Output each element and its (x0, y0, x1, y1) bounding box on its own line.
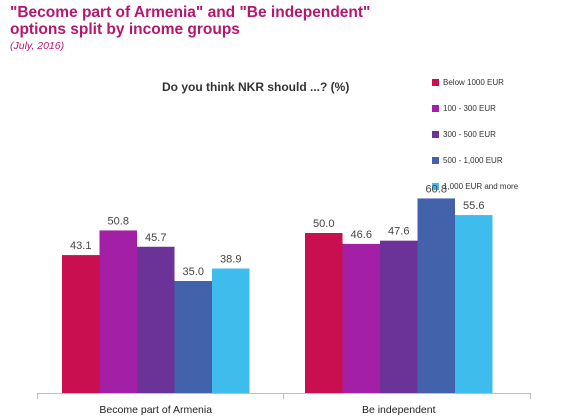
category-label: Be independent (362, 404, 436, 416)
bar-0-2 (137, 246, 175, 393)
bar-value-label: 55.6 (463, 200, 484, 212)
bar-0-0 (62, 255, 100, 393)
legend-label: 1,000 EUR and more (443, 181, 519, 191)
bar-value-label: 45.7 (145, 232, 166, 244)
legend-item-below-1000: Below 1000 EUR (432, 70, 564, 96)
bar-value-label: 50.0 (313, 218, 334, 230)
legend-item-300-500: 300 - 500 EUR (432, 122, 564, 148)
bar-value-label: 43.1 (70, 240, 91, 252)
legend-swatch (432, 79, 439, 87)
bar-value-label: 60.8 (426, 183, 447, 195)
bar-value-label: 47.6 (388, 226, 409, 238)
bar-1-0 (305, 233, 343, 393)
chart-question: Do you think NKR should ...? (%) (162, 80, 350, 94)
chart-title: "Become part of Armenia" and "Be indepen… (10, 4, 371, 38)
bar-value-label: 50.8 (108, 215, 129, 227)
legend-swatch (432, 105, 439, 113)
bar-1-1 (342, 243, 380, 393)
legend-item-500-1000: 500 - 1,000 EUR (432, 147, 564, 173)
legend-item-1000-plus: 1,000 EUR and more (432, 173, 564, 199)
legend: Below 1000 EUR 100 - 300 EUR 300 - 500 E… (432, 70, 564, 199)
bar-0-4 (212, 268, 250, 393)
legend-label: 500 - 1,000 EUR (443, 155, 503, 165)
bar-value-label: 38.9 (220, 254, 241, 266)
legend-label: 300 - 500 EUR (443, 129, 496, 139)
category-label: Become part of Armenia (99, 404, 212, 416)
bar-1-3 (417, 198, 455, 393)
bar-1-2 (380, 240, 418, 393)
legend-swatch (432, 156, 439, 164)
legend-swatch (432, 130, 439, 138)
chart-subtitle: (July, 2016) (10, 40, 65, 52)
legend-item-100-300: 100 - 300 EUR (432, 96, 564, 122)
bar-value-label: 35.0 (183, 266, 204, 278)
bar-value-label: 46.6 (351, 229, 372, 241)
legend-label: Below 1000 EUR (443, 78, 504, 88)
bar-1-4 (455, 215, 493, 393)
bar-0-1 (99, 230, 137, 393)
legend-label: 100 - 300 EUR (443, 104, 496, 114)
legend-swatch (432, 182, 439, 190)
bar-0-3 (174, 281, 212, 393)
